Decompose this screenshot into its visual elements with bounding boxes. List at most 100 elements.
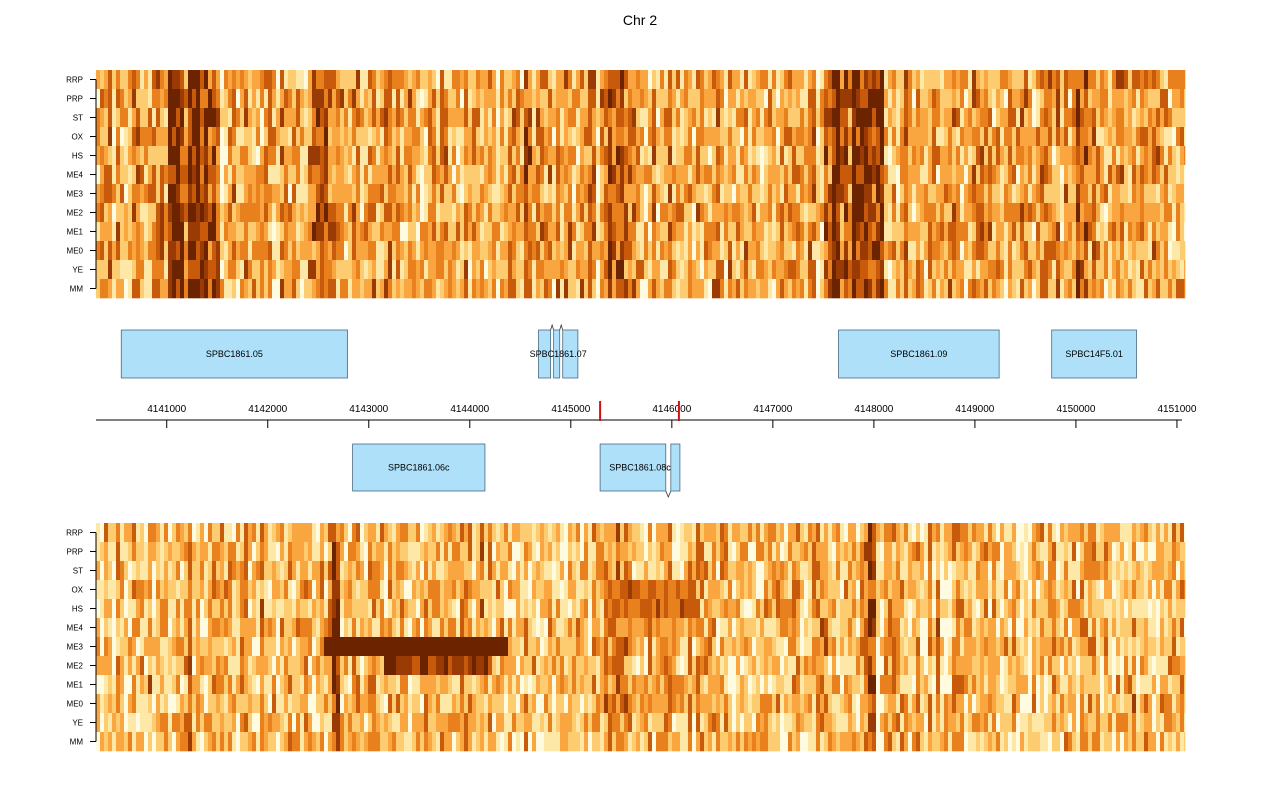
heatmap-cell [876, 165, 881, 185]
heatmap-cell [544, 618, 549, 638]
heatmap-cell [300, 618, 305, 638]
heatmap-cell [348, 260, 353, 280]
heatmap-cell [824, 241, 829, 261]
heatmap-cell [608, 108, 613, 128]
heatmap-cell [1004, 108, 1009, 128]
heatmap-cell [176, 580, 181, 600]
heatmap-cell [856, 260, 861, 280]
heatmap-cell [200, 127, 205, 147]
heatmap-cell [388, 732, 393, 752]
heatmap-cell [116, 523, 121, 543]
heatmap-cell [380, 523, 385, 543]
heatmap-cell [716, 260, 721, 280]
heatmap-cell [164, 523, 169, 543]
heatmap-cell [268, 599, 273, 619]
heatmap-cell [616, 523, 621, 543]
heatmap-cell [320, 694, 325, 714]
heatmap-cell [408, 108, 413, 128]
heatmap-cell [620, 127, 625, 147]
heatmap-cell [756, 241, 761, 261]
heatmap-cell [1112, 241, 1117, 261]
heatmap-cell [288, 675, 293, 695]
heatmap-cell [896, 165, 901, 185]
heatmap-cell [384, 523, 389, 543]
heatmap-cell [1040, 146, 1045, 166]
heatmap-cell [508, 279, 513, 299]
heatmap-cell [856, 108, 861, 128]
heatmap-cell [636, 89, 641, 109]
heatmap-cell [596, 127, 601, 147]
heatmap-cell [1144, 241, 1149, 261]
heatmap-cell [312, 222, 317, 242]
heatmap-cell [136, 184, 141, 204]
heatmap-cell [948, 127, 953, 147]
heatmap-cell [320, 146, 325, 166]
heatmap-cell [1140, 108, 1145, 128]
heatmap-cell [1020, 127, 1025, 147]
heatmap-cell [876, 184, 881, 204]
heatmap-cell [644, 146, 649, 166]
heatmap-cell [992, 241, 997, 261]
heatmap-cell [876, 108, 881, 128]
heatmap-cell [1108, 146, 1113, 166]
heatmap-cell [820, 222, 825, 242]
heatmap-cell [712, 146, 717, 166]
heatmap-cell [588, 165, 593, 185]
heatmap-cell [224, 542, 229, 562]
heatmap-cell [400, 694, 405, 714]
heatmap-cell [764, 222, 769, 242]
heatmap-cell [1020, 108, 1025, 128]
heatmap-cell [312, 675, 317, 695]
heatmap-cell [908, 165, 913, 185]
heatmap-cell [520, 241, 525, 261]
heatmap-cell [1064, 241, 1069, 261]
heatmap-cell [264, 184, 269, 204]
heatmap-cell [1064, 260, 1069, 280]
heatmap-cell [528, 89, 533, 109]
heatmap-cell [932, 241, 937, 261]
heatmap-cell [712, 89, 717, 109]
heatmap-cell [368, 222, 373, 242]
heatmap-cell [188, 127, 193, 147]
heatmap-cell [644, 637, 649, 657]
heatmap-cell [1164, 279, 1169, 299]
heatmap-cell [612, 89, 617, 109]
heatmap-cell [456, 184, 461, 204]
heatmap-cell [308, 599, 313, 619]
heatmap-cell [700, 70, 705, 90]
heatmap-cell [456, 580, 461, 600]
heatmap-cell [696, 279, 701, 299]
heatmap-cell [848, 108, 853, 128]
heatmap-cell [896, 127, 901, 147]
heatmap-cell [720, 184, 725, 204]
heatmap-cell [632, 694, 637, 714]
heatmap-cell [396, 694, 401, 714]
heatmap-cell [1184, 108, 1186, 128]
heatmap-cell [296, 222, 301, 242]
heatmap-cell [624, 260, 629, 280]
heatmap-cell [100, 694, 105, 714]
heatmap-cell [1048, 165, 1053, 185]
heatmap-cell [588, 580, 593, 600]
heatmap-cell [512, 70, 517, 90]
heatmap-cell [204, 599, 209, 619]
heatmap-cell [708, 222, 713, 242]
heatmap-cell [944, 127, 949, 147]
heatmap-cell [588, 184, 593, 204]
heatmap-cell [148, 637, 153, 657]
heatmap-cell [604, 599, 609, 619]
heatmap-cell [548, 165, 553, 185]
heatmap-cell [316, 89, 321, 109]
heatmap-cell [636, 184, 641, 204]
heatmap-cell [328, 70, 333, 90]
heatmap-cell [668, 203, 673, 223]
heatmap-cell [1032, 184, 1037, 204]
heatmap-cell [468, 637, 473, 657]
heatmap-cell [820, 241, 825, 261]
heatmap-cell [984, 165, 989, 185]
heatmap-cell [508, 523, 513, 543]
heatmap-cell [628, 694, 633, 714]
heatmap-cell [284, 146, 289, 166]
heatmap-cell [812, 89, 817, 109]
heatmap-cell [428, 732, 433, 752]
